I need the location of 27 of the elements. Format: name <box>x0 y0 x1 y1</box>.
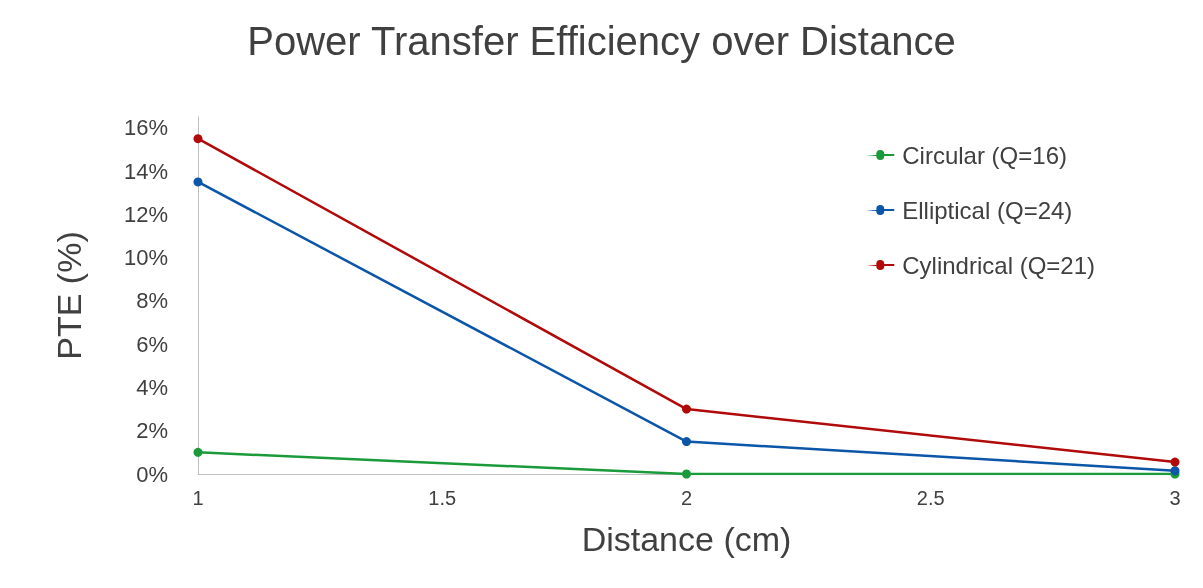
legend-label: Elliptical (Q=24) <box>902 196 1073 224</box>
y-tick-label: 2% <box>136 418 168 444</box>
y-tick-label: 16% <box>123 115 168 141</box>
point <box>193 177 203 187</box>
chart-title: Power Transfer Efficiency over Distance <box>247 19 956 63</box>
legend-label: Cylindrical (Q=21) <box>902 251 1096 279</box>
y-tick-label: 12% <box>123 201 168 227</box>
y-tick-label: 6% <box>136 331 168 357</box>
y-tick-label: 14% <box>123 158 168 184</box>
x-axis-title: Distance (cm) <box>581 520 792 558</box>
x-tick-label: 3 <box>1169 487 1181 509</box>
point <box>682 404 691 414</box>
point <box>193 447 203 457</box>
y-tick-label: 10% <box>123 245 168 271</box>
x-tick-label: 2 <box>680 487 693 509</box>
point <box>1170 457 1180 467</box>
x-tick-label: 2.5 <box>916 487 945 509</box>
y-tick-label: 4% <box>136 374 168 400</box>
x-tick-label: 1.5 <box>428 487 457 509</box>
x-tick-label: 1 <box>192 487 204 509</box>
y-tick-label: 8% <box>136 288 168 314</box>
point <box>193 134 203 144</box>
y-axis-title: PTE (%) <box>50 231 88 360</box>
legend-label: Circular (Q=16) <box>902 141 1067 169</box>
y-tick-label: 0% <box>136 461 168 487</box>
point <box>682 437 691 447</box>
point <box>682 469 691 479</box>
